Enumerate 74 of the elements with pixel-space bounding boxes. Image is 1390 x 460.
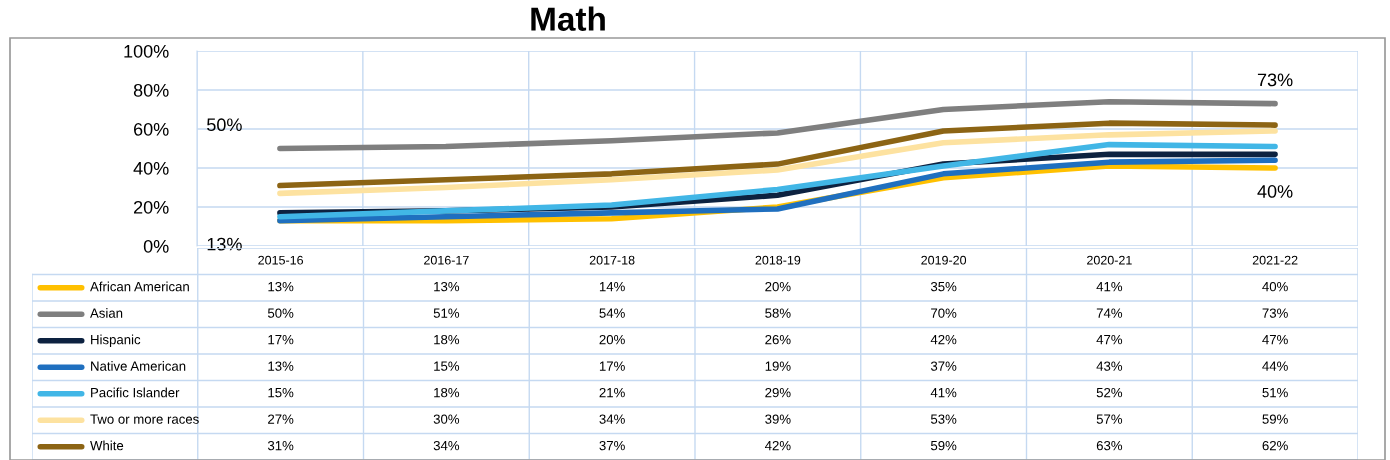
legend-label: Native American bbox=[91, 361, 186, 371]
x-tick-label: 2015-16 bbox=[258, 255, 304, 265]
y-tick-label: 100% bbox=[124, 44, 169, 58]
legend-label: Two or more races bbox=[90, 414, 199, 424]
data-label: 47% bbox=[1096, 335, 1123, 345]
data-label: 73% bbox=[1262, 308, 1288, 318]
data-label: 26% bbox=[765, 334, 791, 345]
data-label: 20% bbox=[765, 281, 791, 292]
data-label: 59% bbox=[930, 440, 957, 451]
data-label: 53% bbox=[930, 414, 957, 424]
data-label: 18% bbox=[434, 334, 460, 345]
data-label: 17% bbox=[268, 335, 294, 345]
x-tick-label: 2017-18 bbox=[589, 255, 635, 265]
data-label: 31% bbox=[267, 440, 294, 451]
x-tick-label: 2021-22 bbox=[1252, 255, 1298, 265]
data-label: 44% bbox=[1262, 361, 1288, 371]
x-tick-label: 2019-20 bbox=[921, 255, 967, 265]
data-label: 19% bbox=[765, 361, 791, 371]
annotation: 40% bbox=[1257, 185, 1293, 198]
data-label: 62% bbox=[1262, 440, 1288, 451]
data-label: 43% bbox=[1096, 361, 1123, 371]
y-tick-label: 20% bbox=[133, 200, 169, 214]
data-label: 18% bbox=[434, 387, 460, 398]
legend-label: Hispanic bbox=[91, 334, 141, 347]
data-label: 52% bbox=[1096, 387, 1123, 398]
data-label: 59% bbox=[1262, 414, 1288, 424]
data-label: 34% bbox=[433, 440, 460, 451]
data-label: 29% bbox=[765, 387, 791, 398]
data-label: 41% bbox=[930, 388, 957, 398]
data-label: 30% bbox=[433, 414, 460, 424]
data-label: 13% bbox=[434, 281, 460, 292]
legend-label: Pacific Islander bbox=[91, 387, 180, 398]
data-label: 13% bbox=[268, 361, 294, 371]
data-label: 54% bbox=[599, 308, 625, 318]
legend-label: African American bbox=[90, 281, 189, 292]
data-label: 51% bbox=[433, 308, 460, 318]
annotation: 13% bbox=[207, 237, 242, 251]
legend-label: White bbox=[90, 440, 124, 451]
data-label: 37% bbox=[599, 440, 625, 451]
data-label: 63% bbox=[1096, 440, 1123, 451]
data-label: 20% bbox=[599, 334, 625, 345]
annotation: 73% bbox=[1257, 73, 1293, 87]
data-label: 39% bbox=[765, 414, 791, 424]
data-label: 42% bbox=[764, 440, 791, 451]
data-label: 50% bbox=[267, 308, 294, 318]
legend-label: Asian bbox=[90, 308, 123, 318]
data-label: 74% bbox=[1096, 308, 1123, 318]
data-label: 40% bbox=[1262, 281, 1288, 292]
data-label: 15% bbox=[268, 388, 294, 398]
data-label: 15% bbox=[434, 361, 460, 371]
data-label: 13% bbox=[268, 281, 294, 292]
data-label: 42% bbox=[930, 334, 957, 345]
data-label: 37% bbox=[930, 361, 957, 371]
y-tick-label: 60% bbox=[134, 122, 169, 136]
y-tick-label: 40% bbox=[133, 161, 169, 175]
y-tick-label: 0% bbox=[143, 239, 169, 253]
data-label: 70% bbox=[931, 308, 957, 318]
annotation: 50% bbox=[207, 118, 242, 132]
x-tick-label: 2018-19 bbox=[755, 255, 801, 265]
data-label: 51% bbox=[1262, 388, 1288, 398]
data-label: 21% bbox=[599, 387, 625, 398]
data-label: 17% bbox=[599, 361, 625, 371]
x-tick-label: 2016-17 bbox=[424, 255, 469, 265]
data-label: 47% bbox=[1262, 335, 1288, 345]
data-label: 14% bbox=[599, 282, 625, 292]
data-label: 27% bbox=[268, 414, 294, 424]
data-label: 58% bbox=[765, 308, 791, 318]
y-tick-label: 80% bbox=[133, 83, 169, 97]
data-label: 41% bbox=[1096, 282, 1123, 292]
x-tick-label: 2020-21 bbox=[1087, 255, 1132, 265]
data-label: 35% bbox=[930, 281, 957, 292]
data-label: 34% bbox=[599, 414, 625, 424]
data-label: 57% bbox=[1096, 414, 1123, 424]
chart-title: Math bbox=[531, 6, 605, 31]
